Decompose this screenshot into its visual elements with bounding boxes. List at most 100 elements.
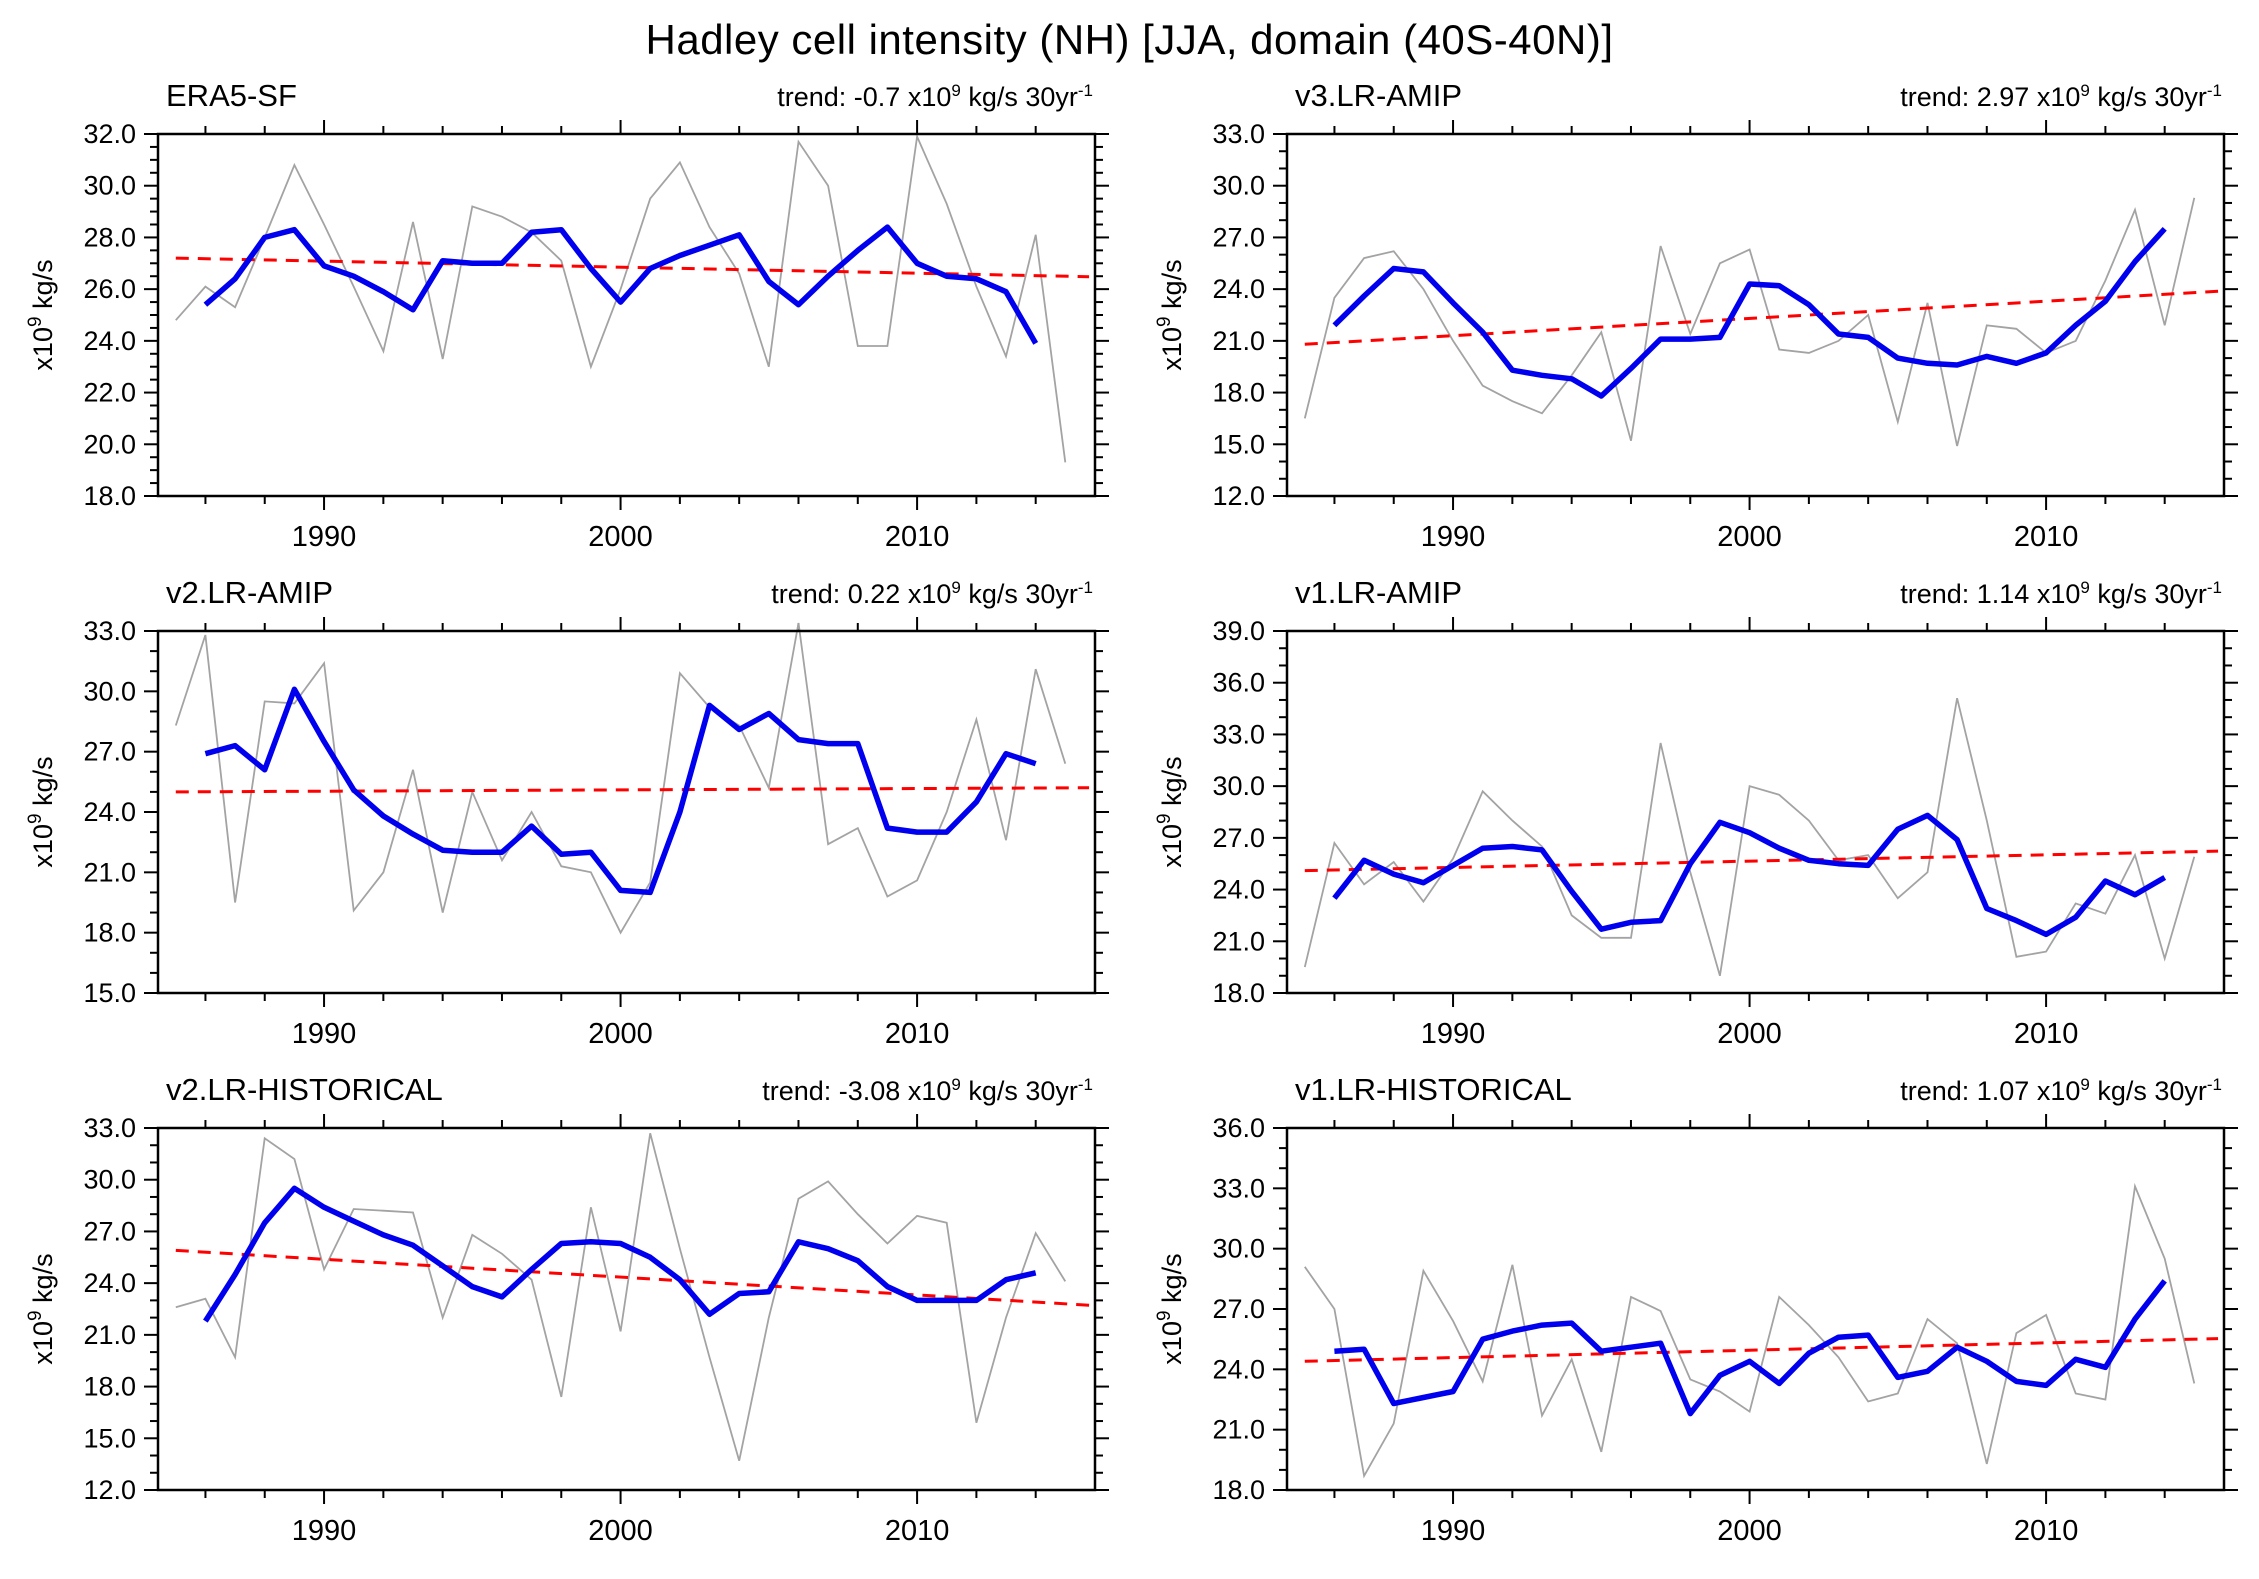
x-tick-label: 2000 <box>588 521 653 553</box>
trend-text-part: kg/s 30yr <box>2089 82 2207 112</box>
x-tick-label: 2000 <box>1717 1018 1782 1050</box>
trend-annotation: trend: -3.08 x109 kg/s 30yr-1 <box>762 1075 1093 1107</box>
trend-annotation: trend: 0.22 x109 kg/s 30yr-1 <box>771 578 1093 610</box>
y-tick-label: 33.0 <box>83 1113 136 1143</box>
y-tick-label: 27.0 <box>1212 823 1265 853</box>
trend-text-part: kg/s 30yr <box>960 82 1078 112</box>
trend-dashed-line <box>1304 1337 2219 1363</box>
x-tick-label: 2010 <box>2014 521 2079 553</box>
y-tick-label: 21.0 <box>83 857 136 887</box>
trend-text-part: trend: 2.97 x10 <box>1900 82 2081 112</box>
y-tick-label: 18.0 <box>83 918 136 948</box>
y-tick-label: 21.0 <box>1212 926 1265 956</box>
panel-title: v1.LR-HISTORICAL <box>1295 1072 1572 1107</box>
y-tick-label: 28.0 <box>83 222 136 252</box>
y-tick-label: 24.0 <box>83 1268 136 1298</box>
y-tick-label: 22.0 <box>83 378 136 408</box>
y-tick-label: 21.0 <box>1212 326 1265 356</box>
y-tick-label: 18.0 <box>1212 1475 1265 1505</box>
x-tick-label: 1990 <box>292 1515 357 1547</box>
y-tick-label: 18.0 <box>1212 378 1265 408</box>
y-axis-unit-label: x109 kg/s <box>1154 1253 1187 1364</box>
panel-header: v3.LR-AMIP trend: 2.97 x109 kg/s 30yr-1 <box>1129 72 2258 118</box>
x-tick-label: 2010 <box>2014 1515 2079 1547</box>
y-tick-label: 15.0 <box>1212 429 1265 459</box>
trend-text-part: trend: -0.7 x10 <box>777 82 952 112</box>
x-tick-label: 1990 <box>1421 1018 1486 1050</box>
x-tick-label: 2000 <box>1717 1515 1782 1547</box>
y-tick-label: 21.0 <box>1212 1415 1265 1445</box>
y-axis-unit-label: x109 kg/s <box>25 756 58 867</box>
panel-era5-sf: ERA5-SF trend: -0.7 x109 kg/s 30yr-1 32.… <box>0 72 1129 569</box>
trend-exponent: 9 <box>951 81 961 100</box>
y-axis-unit-label: x109 kg/s <box>25 1253 58 1364</box>
x-tick-label: 2010 <box>2014 1018 2079 1050</box>
x-tick-label: 1990 <box>292 521 357 553</box>
x-tick-label: 1990 <box>292 1018 357 1050</box>
y-tick-label: 24.0 <box>1212 1354 1265 1384</box>
x-tick-label: 2000 <box>588 1515 653 1547</box>
raw-series-line <box>175 1132 1067 1461</box>
panel-v3-lr-amip: v3.LR-AMIP trend: 2.97 x109 kg/s 30yr-1 … <box>1129 72 2258 569</box>
panel-header: v2.LR-AMIP trend: 0.22 x109 kg/s 30yr-1 <box>0 569 1129 615</box>
y-tick-label: 30.0 <box>1212 1234 1265 1264</box>
raw-series-line <box>175 133 1067 463</box>
trend-text-part: trend: 1.07 x10 <box>1900 1076 2081 1106</box>
y-tick-label: 30.0 <box>1212 171 1265 201</box>
x-tick-label: 2000 <box>588 1018 653 1050</box>
y-tick-label: 27.0 <box>1212 1294 1265 1324</box>
panel-v2-lr-historical: v2.LR-HISTORICAL trend: -3.08 x109 kg/s … <box>0 1066 1129 1563</box>
y-tick-label: 20.0 <box>83 429 136 459</box>
chart-v1-lr-historical: 36.0 33.0 30.0 27.0 24.0 21.0 18.0 1990 2000 2010… <box>1154 1113 2238 1547</box>
panel-v1-lr-amip: v1.LR-AMIP trend: 1.14 x109 kg/s 30yr-1 … <box>1129 569 2258 1066</box>
smoothed-series-line <box>204 686 1037 896</box>
raw-series-line <box>174 622 1067 935</box>
y-tick-label: 30.0 <box>83 1165 136 1195</box>
y-tick-label: 27.0 <box>1212 222 1265 252</box>
panel-header: v1.LR-AMIP trend: 1.14 x109 kg/s 30yr-1 <box>1129 569 2258 615</box>
figure-title: Hadley cell intensity (NH) [JJA, domain … <box>645 16 1614 63</box>
panel-header: v1.LR-HISTORICAL trend: 1.07 x109 kg/s 3… <box>1129 1066 2258 1112</box>
y-tick-label: 30.0 <box>83 171 136 201</box>
chart-era5-sf: 32.0 30.0 28.0 26.0 24.0 22.0 20.0 18.0 1990 2000… <box>25 119 1109 553</box>
raw-series-line <box>1303 197 2196 447</box>
y-tick-label: 21.0 <box>83 1320 136 1350</box>
y-tick-label: 24.0 <box>83 326 136 356</box>
y-axis-unit-label: x109 kg/s <box>25 259 58 370</box>
y-tick-label: 24.0 <box>1212 875 1265 905</box>
panel-title: v1.LR-AMIP <box>1295 575 1463 610</box>
y-tick-label: 33.0 <box>83 616 136 646</box>
trend-dashed-line <box>175 256 1090 279</box>
y-tick-label: 30.0 <box>1212 771 1265 801</box>
y-tick-label: 33.0 <box>1212 119 1265 149</box>
panel-title: ERA5-SF <box>166 78 297 113</box>
y-tick-label: 24.0 <box>1212 274 1265 304</box>
x-tick-label: 2010 <box>885 1515 950 1547</box>
trend-exponent: 9 <box>2080 81 2090 100</box>
y-tick-label: 33.0 <box>1212 1173 1265 1203</box>
trend-exponent: -1 <box>1077 1075 1093 1094</box>
smoothed-series-line <box>203 1185 1037 1323</box>
y-tick-label: 33.0 <box>1212 719 1265 749</box>
raw-series-line <box>1304 1182 2196 1479</box>
y-tick-label: 12.0 <box>83 1475 136 1505</box>
chart-v1-lr-amip: 39.0 36.0 33.0 30.0 27.0 24.0 21.0 18.0 1990 2000… <box>1154 616 2238 1050</box>
trend-text-part: kg/s 30yr <box>960 1076 1078 1106</box>
y-axis-unit-label: x109 kg/s <box>1154 259 1187 370</box>
trend-exponent: -1 <box>2206 1075 2222 1094</box>
y-tick-label: 18.0 <box>83 1372 136 1402</box>
y-tick-label: 32.0 <box>83 119 136 149</box>
y-tick-label: 15.0 <box>83 978 136 1008</box>
panel-header: ERA5-SF trend: -0.7 x109 kg/s 30yr-1 <box>0 72 1129 118</box>
trend-text-part: kg/s 30yr <box>2089 579 2207 609</box>
y-tick-label: 26.0 <box>83 274 136 304</box>
y-tick-label: 18.0 <box>1212 978 1265 1008</box>
trend-text-part: trend: 0.22 x10 <box>771 579 952 609</box>
trend-exponent: 9 <box>951 1075 961 1094</box>
trend-text-part: trend: -3.08 x10 <box>762 1076 952 1106</box>
y-tick-label: 27.0 <box>83 1216 136 1246</box>
y-tick-label: 30.0 <box>83 676 136 706</box>
panel-title: v2.LR-HISTORICAL <box>166 1072 443 1107</box>
panel-title: v3.LR-AMIP <box>1295 78 1463 113</box>
trend-annotation: trend: 1.07 x109 kg/s 30yr-1 <box>1900 1075 2222 1107</box>
